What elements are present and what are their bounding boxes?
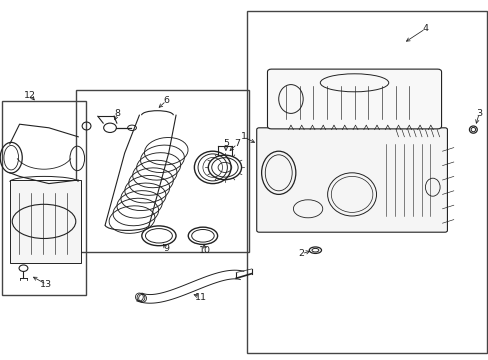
Text: 8: 8 [114, 109, 120, 118]
Text: 11: 11 [194, 292, 206, 302]
Text: 3: 3 [475, 109, 481, 118]
Text: 9: 9 [163, 244, 169, 253]
Text: 13: 13 [41, 280, 52, 289]
Text: 10: 10 [199, 246, 211, 255]
Text: 12: 12 [24, 91, 36, 100]
Text: 4: 4 [422, 24, 427, 33]
Text: 7: 7 [234, 139, 240, 148]
Text: 5: 5 [223, 139, 228, 148]
FancyBboxPatch shape [267, 69, 441, 129]
Text: 6: 6 [163, 96, 169, 105]
Bar [2, 101, 85, 295]
Bar [76, 90, 249, 252]
FancyBboxPatch shape [256, 128, 447, 232]
Polygon shape [10, 180, 81, 263]
Bar [246, 11, 486, 353]
Text: 1: 1 [240, 132, 246, 141]
Text: 2: 2 [298, 249, 304, 258]
